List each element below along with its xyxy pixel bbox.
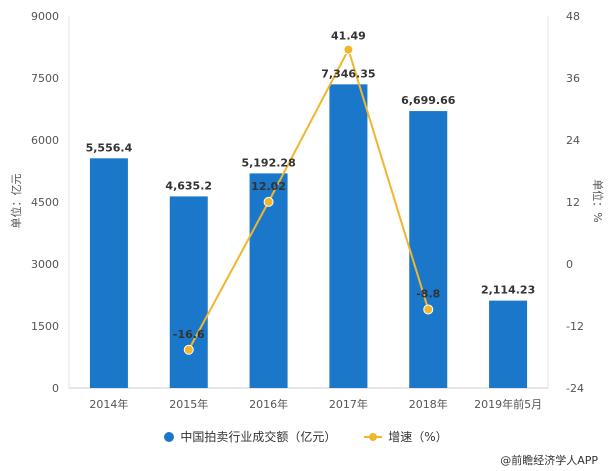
x-tick-label: 2017年 <box>329 397 368 411</box>
data-labels: 5,556.4 4,635.2 5,192.28 7,346.35 6,699.66 2,… <box>86 30 536 341</box>
y-right-tick-label: 48 <box>566 10 580 23</box>
line-value-label: -16.6 <box>173 328 205 341</box>
legend: 中国拍卖行业成交额（亿元） 增速（%） <box>0 428 612 445</box>
y-left-tick-label: 3000 <box>31 258 59 271</box>
bar-value-label: 5,556.4 <box>86 141 133 154</box>
line-point <box>263 196 274 207</box>
bar <box>329 84 368 389</box>
legend-bar-marker <box>164 431 175 442</box>
axes: 0 1500 3000 4500 6000 7500 9000 -24 -12 0 12 24 36 48… <box>31 10 584 411</box>
y-left-tick-label: 1500 <box>31 320 59 333</box>
line-value-label: 12.02 <box>251 180 286 193</box>
y-left-tick-label: 7500 <box>31 72 59 85</box>
bar <box>409 111 448 388</box>
bar <box>169 196 208 388</box>
y-right-tick-label: 12 <box>566 196 580 209</box>
y-left-tick-label: 6000 <box>31 134 59 147</box>
y-left-tick-label: 0 <box>52 382 59 395</box>
y-right-tick-label: 24 <box>566 134 580 147</box>
line-value-label: -8.8 <box>416 287 440 300</box>
source-credit: @前瞻经济学人APP <box>500 454 598 467</box>
line-point <box>343 44 354 55</box>
legend-line-marker <box>364 432 383 442</box>
bar-series <box>89 84 528 389</box>
y-left-axis-title: 单位：亿元 <box>9 174 23 229</box>
bar-value-label: 5,192.28 <box>241 156 295 169</box>
bar <box>89 158 128 388</box>
legend-item-line: 增速（%） <box>364 428 448 445</box>
y-left-tick-label: 9000 <box>31 10 59 23</box>
line-series <box>183 44 434 355</box>
y-right-tick-label: -12 <box>566 320 584 333</box>
legend-line-label: 增速（%） <box>388 430 448 444</box>
bar-value-label: 2,114.23 <box>481 284 535 297</box>
legend-bar-label: 中国拍卖行业成交额（亿元） <box>180 430 337 444</box>
line-value-label: 41.49 <box>331 30 366 43</box>
bar <box>489 300 528 388</box>
growth-line <box>187 47 430 351</box>
y-right-tick-label: -24 <box>566 382 584 395</box>
bar-value-label: 6,699.66 <box>401 94 456 107</box>
y-right-tick-label: 36 <box>566 72 580 85</box>
line-point <box>183 344 194 355</box>
bar <box>249 173 288 388</box>
x-tick-label: 2016年 <box>249 397 288 411</box>
y-right-tick-label: 0 <box>566 258 573 271</box>
y-right-axis-title: 单位：% <box>591 179 605 222</box>
legend-item-bar: 中国拍卖行业成交额（亿元） <box>164 428 336 445</box>
x-tick-label: 2019年前5月 <box>474 397 542 411</box>
line-point <box>423 304 434 315</box>
bar-value-label: 4,635.2 <box>165 179 212 192</box>
y-left-tick-label: 4500 <box>31 196 59 209</box>
x-tick-label: 2015年 <box>169 397 208 411</box>
x-tick-label: 2018年 <box>409 397 448 411</box>
x-tick-label: 2014年 <box>89 397 128 411</box>
bar-value-label: 7,346.35 <box>321 67 375 80</box>
